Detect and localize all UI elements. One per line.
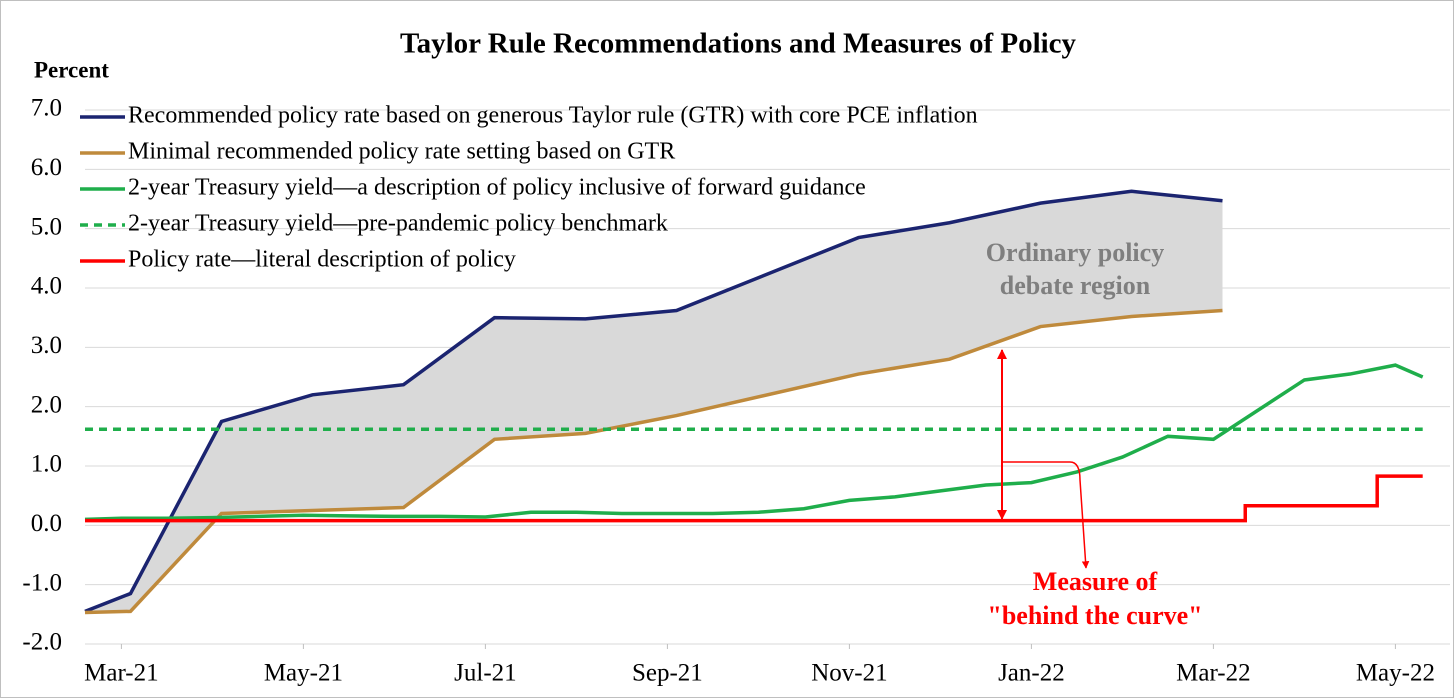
x-tick-label: May-21: [264, 660, 343, 687]
legend-label: 2-year Treasury yield—a description of p…: [128, 175, 866, 201]
series-line: [84, 308, 1223, 615]
y-tick-label: -2.0: [22, 629, 62, 656]
y-axis-label: Percent: [34, 57, 109, 82]
annotation: debate region: [1000, 271, 1151, 300]
y-tick-label: 0.0: [31, 510, 62, 537]
legend-label: Recommended policy rate based on generou…: [128, 103, 978, 129]
x-tick-label: Jan-22: [998, 660, 1065, 687]
x-tick-label: Mar-21: [84, 660, 158, 687]
x-tick-label: Jul-21: [454, 660, 517, 687]
y-tick-label: 4.0: [31, 273, 62, 300]
y-tick-label: 5.0: [31, 213, 62, 240]
legend-label: 2-year Treasury yield—pre-pandemic polic…: [128, 211, 668, 237]
legend-label: Policy rate—literal description of polic…: [128, 247, 516, 273]
series-line: [85, 474, 1423, 523]
chart-title: Taylor Rule Recommendations and Measures…: [400, 28, 1077, 60]
y-tick-label: 6.0: [31, 154, 62, 181]
x-tick-label: Mar-22: [1176, 660, 1250, 687]
y-tick-label: 2.0: [31, 391, 62, 418]
callout-arrow: [1002, 461, 1090, 569]
annotation: "behind the curve": [987, 601, 1202, 630]
annotation: Measure of: [1033, 567, 1158, 596]
series-line: [84, 189, 1223, 613]
legend-label: Minimal recommended policy rate setting …: [128, 139, 675, 165]
y-tick-label: 1.0: [31, 451, 62, 478]
y-tick-label: 7.0: [31, 95, 62, 122]
x-tick-label: Nov-21: [811, 660, 887, 687]
annotation: Ordinary policy: [986, 238, 1164, 267]
y-tick-label: 3.0: [31, 332, 62, 359]
series-line: [84, 363, 1424, 522]
x-tick-label: Sep-21: [632, 660, 703, 687]
y-tick-label: -1.0: [22, 569, 62, 596]
x-tick-label: May-22: [1356, 660, 1435, 687]
